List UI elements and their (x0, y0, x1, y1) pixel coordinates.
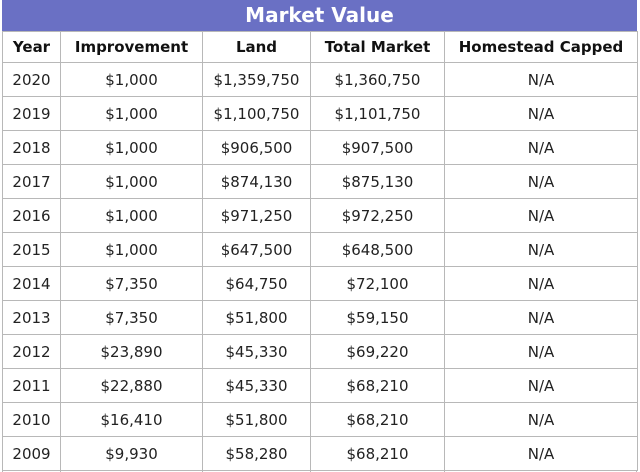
table-cell: 2010 (2, 402, 61, 437)
table-cell: N/A (444, 266, 638, 301)
table-cell: $875,130 (310, 164, 445, 199)
table-cell: $45,330 (202, 334, 311, 369)
table-cell: 2015 (2, 232, 61, 267)
table-row: 2014 $7,350 $64,750 $72,100 N/A (2, 266, 638, 301)
table-cell: $51,800 (202, 402, 311, 437)
column-header: Total Market (310, 31, 445, 63)
table-cell: $7,350 (60, 300, 203, 335)
column-header: Land (202, 31, 311, 63)
table-cell: $1,000 (60, 96, 203, 131)
table-cell: $72,100 (310, 266, 445, 301)
table-row: 2011 $22,880 $45,330 $68,210 N/A (2, 368, 638, 403)
table-cell: $1,000 (60, 164, 203, 199)
table-cell: 2014 (2, 266, 61, 301)
table-cell: $9,930 (60, 436, 203, 471)
table-cell: $1,000 (60, 232, 203, 267)
table-cell: 2009 (2, 436, 61, 471)
table-cell: N/A (444, 232, 638, 267)
table-cell: 2017 (2, 164, 61, 199)
table-title: Market Value (2, 0, 637, 31)
table-cell: $647,500 (202, 232, 311, 267)
table-row: 2018 $1,000 $906,500 $907,500 N/A (2, 130, 638, 165)
table-cell: $58,280 (202, 436, 311, 471)
table-cell: $7,350 (60, 266, 203, 301)
table-cell: N/A (444, 198, 638, 233)
table-row: 2015 $1,000 $647,500 $648,500 N/A (2, 232, 638, 267)
table-cell: 2011 (2, 368, 61, 403)
table-row: 2020 $1,000 $1,359,750 $1,360,750 N/A (2, 62, 638, 97)
table-cell: $1,000 (60, 198, 203, 233)
column-header: Year (2, 31, 61, 63)
table-cell: $16,410 (60, 402, 203, 437)
table-cell: 2018 (2, 130, 61, 165)
table-cell: 2012 (2, 334, 61, 369)
table-cell: $1,360,750 (310, 62, 445, 97)
table-cell: 2020 (2, 62, 61, 97)
table-row: 2012 $23,890 $45,330 $69,220 N/A (2, 334, 638, 369)
market-value-table: Year Improvement Land Total Market Homestead… (2, 31, 638, 471)
table-cell: N/A (444, 62, 638, 97)
table-body: 2020 $1,000 $1,359,750 $1,360,750 N/A 2019 $1,… (2, 62, 638, 471)
table-cell: $68,210 (310, 368, 445, 403)
table-cell: N/A (444, 368, 638, 403)
table-cell: $971,250 (202, 198, 311, 233)
table-cell: $22,880 (60, 368, 203, 403)
table-cell: $64,750 (202, 266, 311, 301)
table-cell: $1,000 (60, 62, 203, 97)
table-row: 2016 $1,000 $971,250 $972,250 N/A (2, 198, 638, 233)
table-cell: $1,000 (60, 130, 203, 165)
table-cell: N/A (444, 300, 638, 335)
header-row: Year Improvement Land Total Market Homestead… (2, 31, 638, 63)
table-row: 2017 $1,000 $874,130 $875,130 N/A (2, 164, 638, 199)
table-cell: $906,500 (202, 130, 311, 165)
table-cell: $51,800 (202, 300, 311, 335)
table-cell: $648,500 (310, 232, 445, 267)
table-cell: $1,101,750 (310, 96, 445, 131)
table-cell: $45,330 (202, 368, 311, 403)
table-cell: $69,220 (310, 334, 445, 369)
table-row: 2013 $7,350 $51,800 $59,150 N/A (2, 300, 638, 335)
table-cell: $23,890 (60, 334, 203, 369)
table-row: 2010 $16,410 $51,800 $68,210 N/A (2, 402, 638, 437)
table-cell: $68,210 (310, 436, 445, 471)
column-header: Improvement (60, 31, 203, 63)
table-cell: 2019 (2, 96, 61, 131)
table-row: 2009 $9,930 $58,280 $68,210 N/A (2, 436, 638, 471)
table-cell: 2016 (2, 198, 61, 233)
table-cell: N/A (444, 96, 638, 131)
table-cell: $1,100,750 (202, 96, 311, 131)
table-cell: $972,250 (310, 198, 445, 233)
table-cell: $1,359,750 (202, 62, 311, 97)
table-cell: $68,210 (310, 402, 445, 437)
table-cell: N/A (444, 402, 638, 437)
partial-row (2, 470, 637, 472)
table-cell: N/A (444, 164, 638, 199)
column-header: Homestead Capped (444, 31, 638, 63)
table-cell: $874,130 (202, 164, 311, 199)
table-cell: N/A (444, 334, 638, 369)
table-cell: N/A (444, 130, 638, 165)
table-cell: $59,150 (310, 300, 445, 335)
table-cell: 2013 (2, 300, 61, 335)
table-row: 2019 $1,000 $1,100,750 $1,101,750 N/A (2, 96, 638, 131)
table-cell: $907,500 (310, 130, 445, 165)
table-cell: N/A (444, 436, 638, 471)
